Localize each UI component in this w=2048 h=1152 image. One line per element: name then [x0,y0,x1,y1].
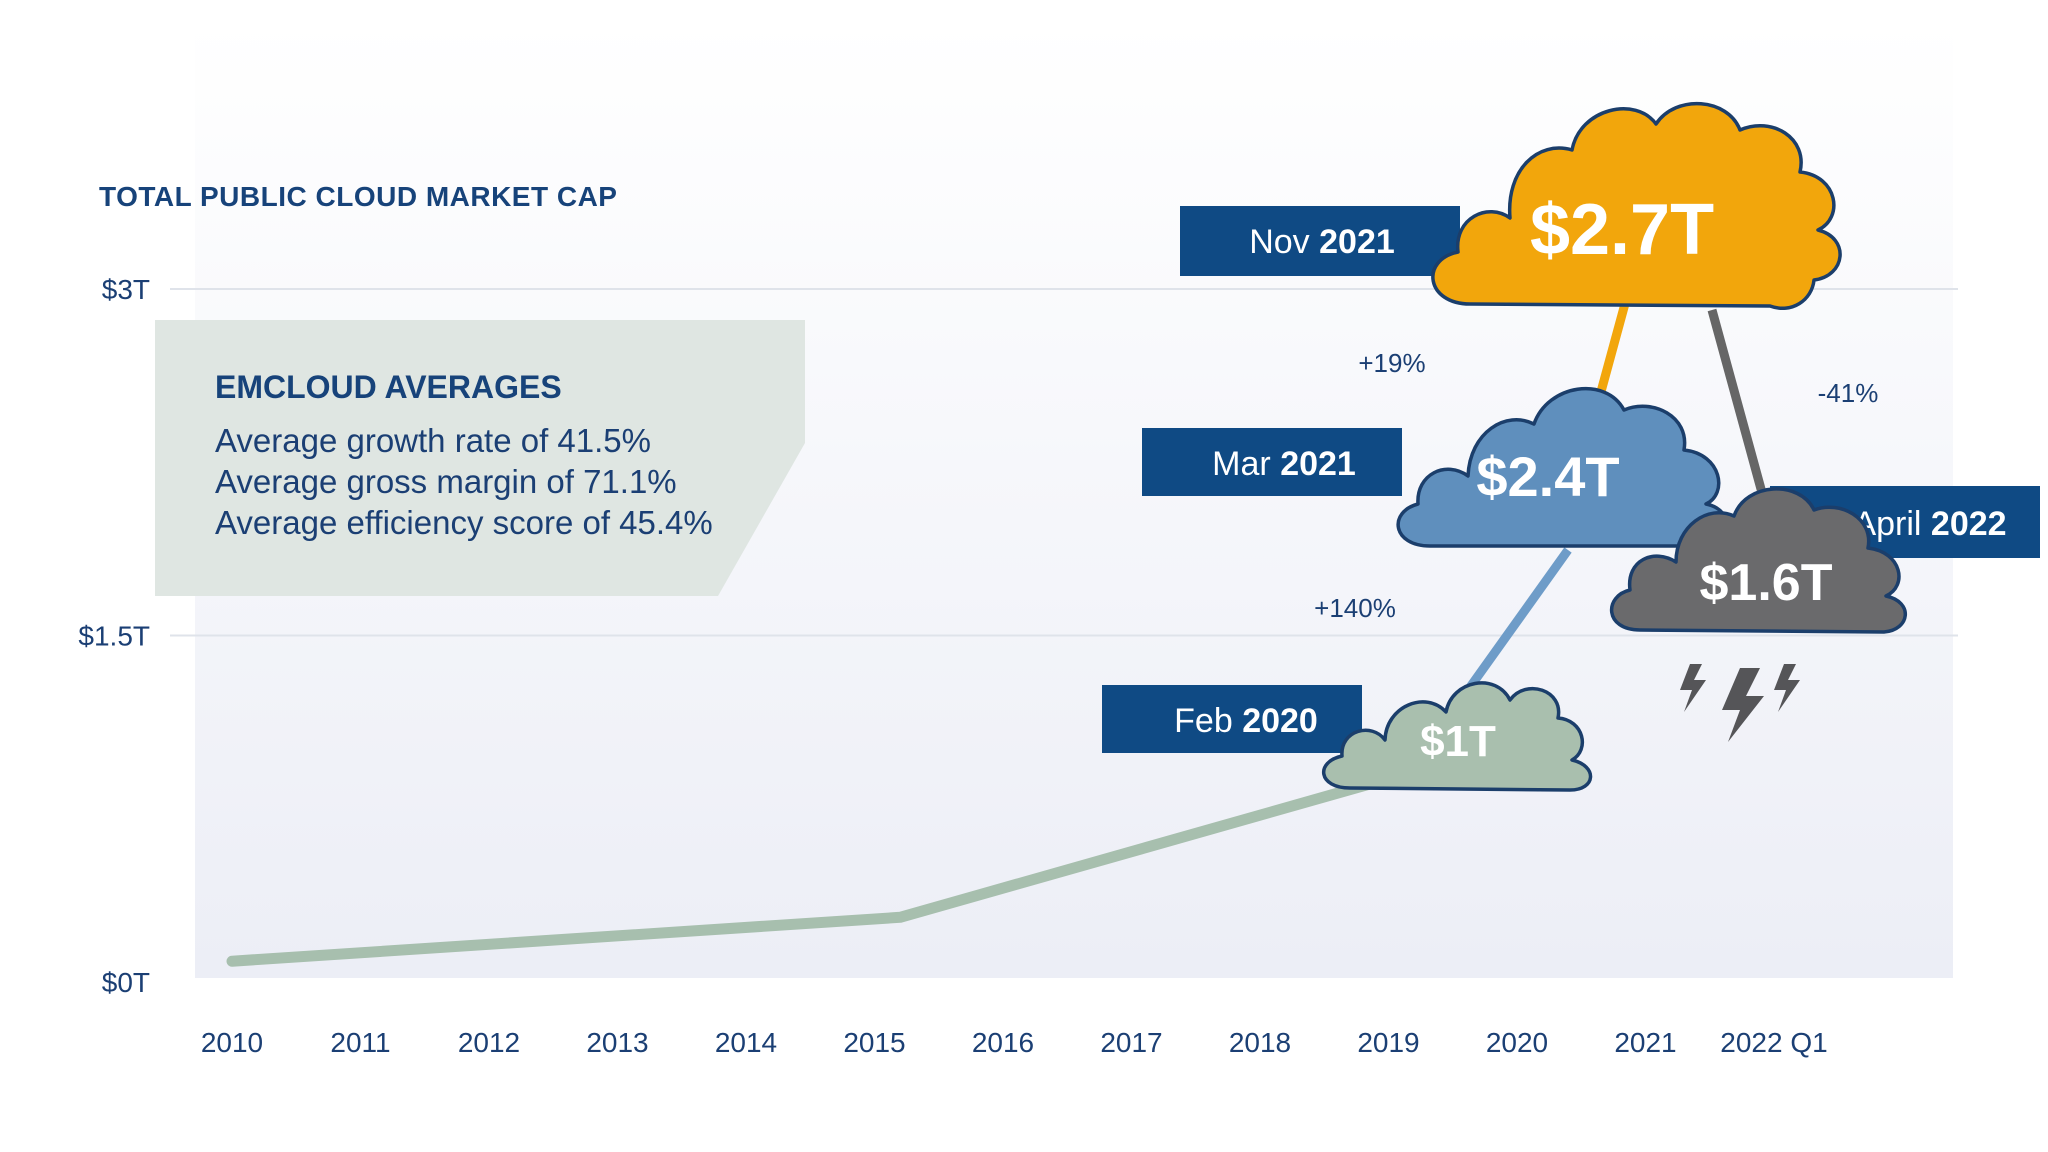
date-tag-mar-2021 [1142,428,1402,496]
date-tag-nov-2021-text: Nov 2021 [1249,223,1395,261]
average-efficiency-score: Average efficiency score of 45.4% [215,504,713,541]
callout-mar-2021: Mar 2021 $2.4T [1142,386,1729,548]
date-tag-nov-2021-month: Nov [1249,223,1309,261]
x-tick-label: 2013 [586,1027,648,1058]
change-label-nov2021-apr2022: -41% [1818,378,1879,408]
cloud-nov-2021-value: $2.7T [1530,190,1714,270]
x-tick-label: 2011 [330,1027,390,1058]
y-tick-label: $3T [102,274,150,305]
x-tick-label: 2020 [1486,1027,1548,1058]
date-tag-feb-2020 [1102,685,1362,753]
cloud-feb-2020-value: $1T [1420,717,1496,766]
callout-nov-2021: Nov 2021 $2.7T [1180,102,1842,310]
change-labels: +140% +19% -41% [1314,348,1878,623]
x-tick-label: 2014 [715,1027,777,1058]
callout-feb-2020: Feb 2020 $1T [1102,681,1593,792]
x-tick-label: 2016 [972,1027,1034,1058]
date-tag-nov-2021 [1180,206,1460,276]
x-tick-label: 2018 [1229,1027,1291,1058]
cloud-mar-2021-value: $2.4T [1476,445,1619,508]
x-tick-label: 2021 [1614,1027,1676,1058]
average-gross-margin: Average gross margin of 71.1% [215,463,677,500]
average-growth-rate: Average growth rate of 41.5% [215,422,651,459]
x-tick-label: 2015 [843,1027,905,1058]
lightning-bolts-icon [1680,664,1800,742]
cloud-nov-2021 [1431,102,1842,310]
x-axis-labels: 2010 2011 2012 2013 2014 2015 2016 2017 2018 2019… [201,1027,1828,1058]
change-label-feb2020-mar2021: +140% [1314,593,1396,623]
date-tag-feb-2020-month: Feb [1174,702,1233,740]
callout-apr-2022: April 2022 $1.6T [1610,486,2040,742]
date-tag-nov-2021-year: 2021 [1319,223,1395,261]
averages-box-title: EMCLOUD AVERAGES [215,369,562,405]
date-tag-feb-2020-year: 2020 [1242,702,1318,740]
date-tag-apr-2022-year: 2022 [1931,505,2007,543]
y-tick-label: $1.5T [78,621,150,652]
y-axis-labels: $0T $1.5T $3T [78,274,150,998]
x-tick-label: 2022 Q1 [1720,1027,1827,1058]
cloud-feb-2020 [1322,681,1593,792]
averages-box: EMCLOUD AVERAGES Average growth rate of … [155,320,805,596]
x-tick-label: 2012 [458,1027,520,1058]
date-tag-mar-2021-text: Mar 2021 [1212,445,1356,483]
date-tag-mar-2021-year: 2021 [1280,445,1356,483]
connector-feb2020-mar2021 [1464,547,1572,693]
connector-nov2021-apr2022 [1707,308,1769,502]
date-tag-apr-2022-text: April 2022 [1853,505,2006,543]
x-tick-label: 2010 [201,1027,263,1058]
cloud-apr-2022-value: $1.6T [1700,554,1833,612]
x-tick-label: 2019 [1357,1027,1419,1058]
cloud-mar-2021 [1396,386,1729,548]
x-tick-label: 2017 [1100,1027,1162,1058]
y-tick-label: $0T [102,967,150,998]
chart-title: TOTAL PUBLIC CLOUD MARKET CAP [99,181,618,212]
averages-box-background [155,320,805,596]
cloud-apr-2022 [1610,487,1907,634]
date-tag-mar-2021-month: Mar [1212,445,1271,483]
date-tag-feb-2020-text: Feb 2020 [1174,702,1318,740]
change-label-mar2021-nov2021: +19% [1358,348,1425,378]
